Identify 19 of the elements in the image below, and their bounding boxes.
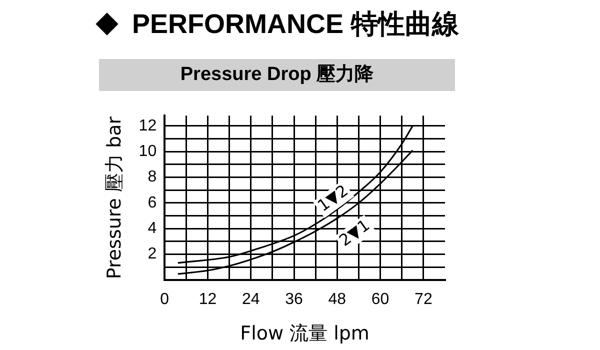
x-tick-label: 0 [160, 291, 170, 308]
y-tick-label: 6 [148, 194, 157, 212]
x-tick-label: 60 [371, 291, 390, 308]
y-axis-title: Pressure 壓力 bar [103, 116, 126, 280]
y-tick-label: 2 [148, 246, 157, 263]
y-tick-label: 8 [148, 168, 157, 186]
annotation: 2▼1 [336, 215, 374, 250]
x-tick-label: 72 [414, 291, 432, 308]
annotation: 1▼2 [314, 180, 352, 216]
chart-subtitle: Pressure Drop 壓力降 [99, 59, 455, 91]
y-tick-label: 4 [148, 220, 157, 238]
y-tick-label: 10 [138, 142, 157, 160]
x-axis-title: Flow 流量 lpm [240, 322, 370, 345]
x-tick-label: 48 [328, 291, 346, 308]
x-tick-label: 12 [198, 291, 217, 308]
x-tick-label: 24 [242, 291, 260, 308]
y-tick-label: 12 [138, 117, 157, 134]
x-tick-label: 36 [285, 291, 304, 308]
chart-title: PERFORMANCE 特性曲線 [132, 8, 460, 41]
